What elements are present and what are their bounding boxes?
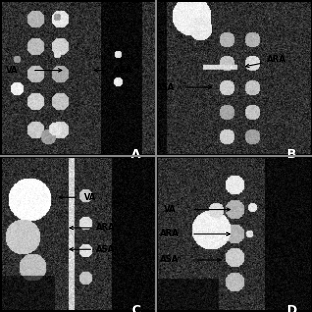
Text: ARA: ARA	[267, 55, 286, 64]
Text: ARA: ARA	[96, 223, 115, 232]
Text: ARA: ARA	[160, 230, 179, 238]
Text: VA: VA	[6, 66, 18, 75]
Text: C: C	[132, 304, 141, 312]
Text: D: D	[287, 304, 297, 312]
Text: VA: VA	[163, 205, 176, 214]
Text: A: A	[131, 148, 141, 161]
Text: ASA: ASA	[115, 66, 133, 75]
Text: B: B	[287, 148, 297, 161]
Text: VA: VA	[84, 193, 96, 202]
Text: ASA: ASA	[160, 256, 179, 265]
Text: ASA: ASA	[96, 245, 115, 254]
Text: ASA: ASA	[156, 83, 175, 92]
